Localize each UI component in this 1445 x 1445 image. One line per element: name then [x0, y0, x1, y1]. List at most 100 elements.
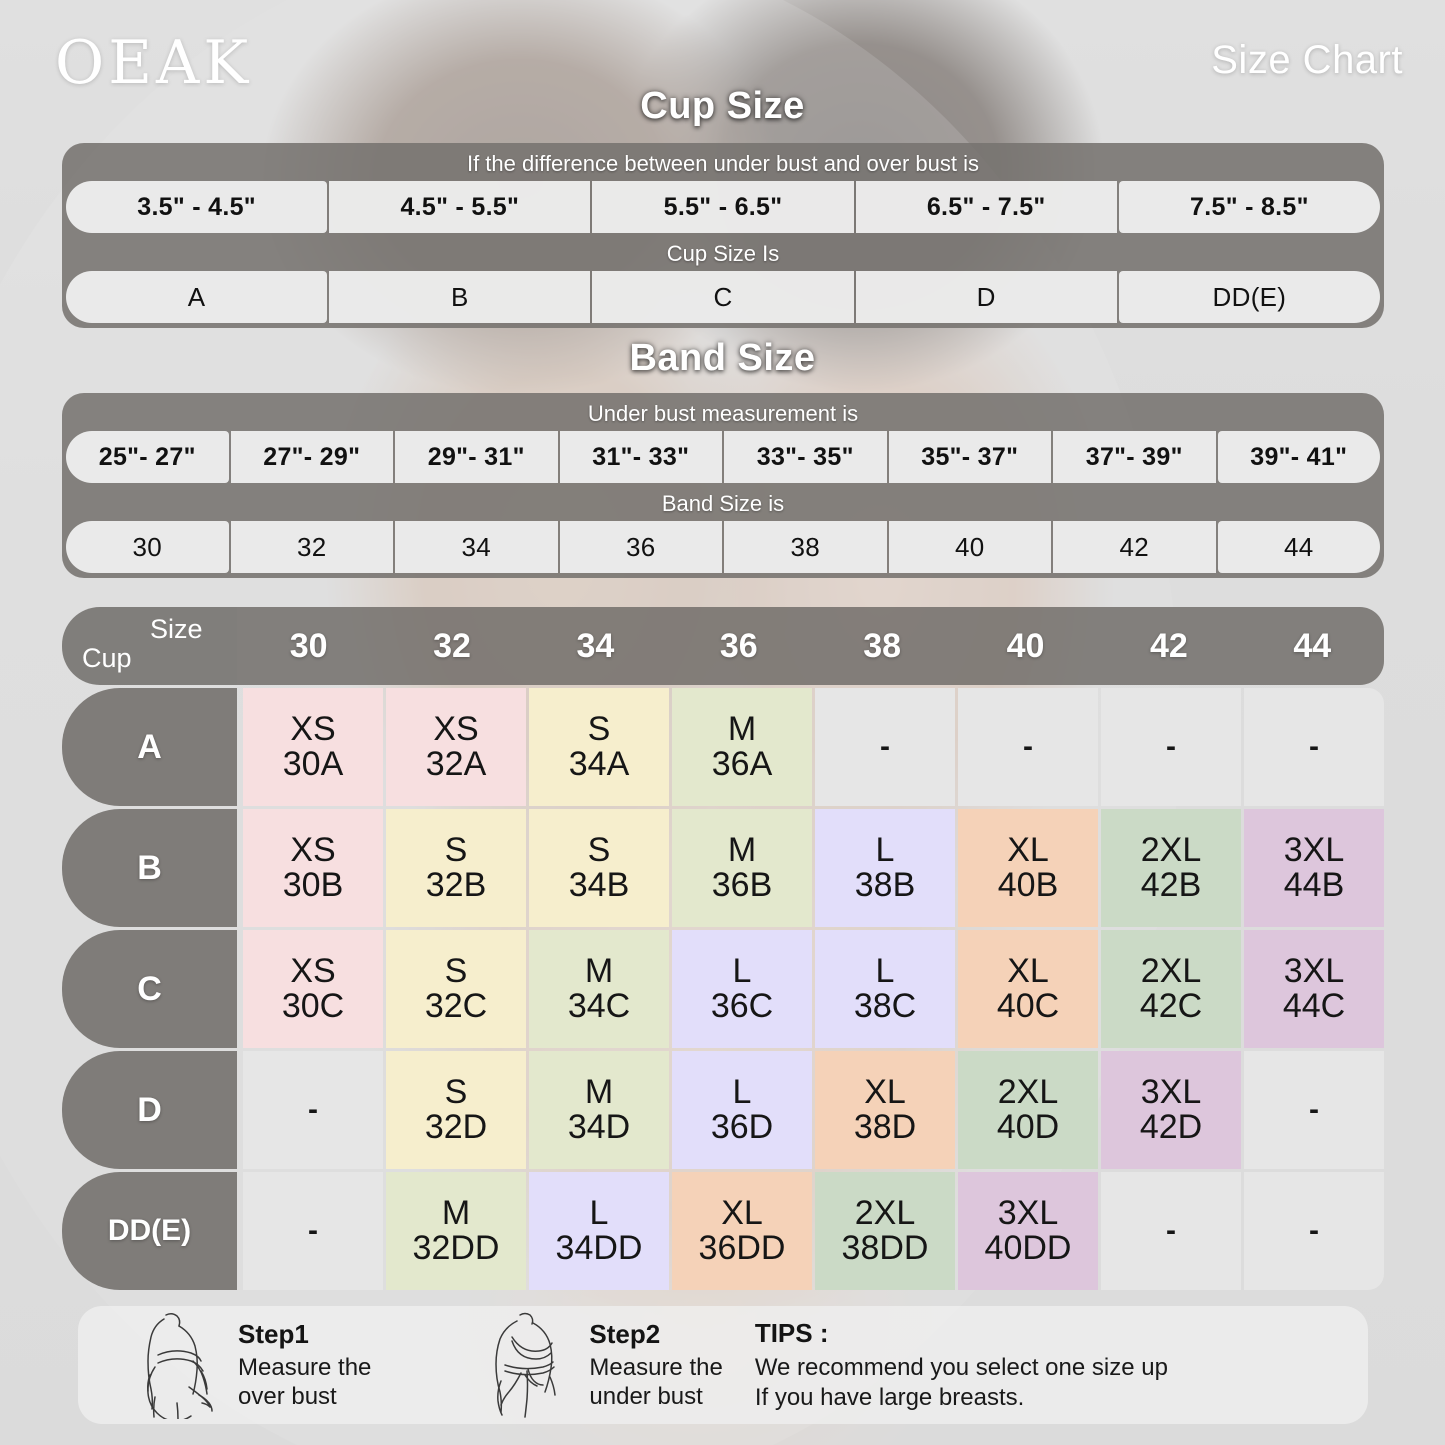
- band-value-cell-4: 38: [724, 521, 887, 573]
- cell-code-label: 38D: [853, 1108, 917, 1146]
- band-range-row: 25"- 27" 27"- 29" 29"- 31" 31"- 33" 33"- 35"…: [62, 431, 1384, 483]
- matrix-cup-header-D: D: [62, 1051, 237, 1169]
- cup-value-cell-2: C: [592, 271, 854, 323]
- cell-empty-label: -: [1309, 729, 1319, 763]
- band-range-cell-4: 33"- 35": [724, 431, 887, 483]
- cup-range-cell-3: 6.5" - 7.5": [855, 181, 1117, 233]
- cell-empty-label: -: [1309, 1092, 1319, 1126]
- matrix-cell-D-32: S 32D: [386, 1051, 526, 1169]
- cell-code-label: 36B: [711, 866, 773, 904]
- cell-size-label: XS: [290, 830, 336, 869]
- band-value-cell-7: 44: [1217, 521, 1380, 573]
- cell-size-label: 2XL: [854, 1193, 916, 1232]
- cell-code-label: 32C: [424, 987, 488, 1025]
- matrix-row-DD(E): DD(E) - M 32DD L 34DD XL 36DD 2XL 38DD 3XL 40DD - -: [62, 1172, 1384, 1290]
- cell-code-label: 32DD: [412, 1229, 500, 1267]
- matrix-cup-header-DD(E): DD(E): [62, 1172, 237, 1290]
- band-size-panel: Under bust measurement is 25"- 27" 27"- 2…: [62, 393, 1384, 578]
- cell-code-label: 40D: [996, 1108, 1060, 1146]
- matrix-row-B: B XS 30B S 32B S 34B M 36B L 38B XL 40B 2XL 42B 3XL 44B: [62, 809, 1384, 927]
- step2-text: Step2 Measure the under bust: [589, 1319, 722, 1411]
- cell-code-label: 36DD: [698, 1229, 786, 1267]
- step2-block: Step2 Measure the under bust: [465, 1306, 723, 1424]
- cell-size-label: 2XL: [997, 1072, 1059, 1111]
- cell-code-label: 44C: [1282, 987, 1346, 1025]
- matrix-cell-DD(E)-32: M 32DD: [386, 1172, 526, 1290]
- cell-code-label: 34DD: [555, 1229, 643, 1267]
- cell-code-label: 42D: [1139, 1108, 1203, 1146]
- cell-size-label: M: [584, 1072, 614, 1111]
- cell-code-label: 40DD: [984, 1229, 1072, 1267]
- cell-code-label: 32A: [425, 745, 487, 783]
- step2-title: Step2: [589, 1319, 661, 1350]
- band-size-caption-top: Under bust measurement is: [587, 401, 859, 426]
- band-value-cell-1: 32: [230, 521, 393, 573]
- matrix-cell-D-42: 3XL 42D: [1101, 1051, 1241, 1169]
- cell-size-label: L: [732, 951, 752, 990]
- cup-size-caption-top: If the difference between under bust and…: [466, 151, 980, 176]
- cell-size-label: M: [441, 1193, 471, 1232]
- matrix-cup-header-A: A: [62, 688, 237, 806]
- cell-size-label: 3XL: [1283, 951, 1345, 990]
- under-bust-measure-icon: [495, 1312, 557, 1418]
- matrix-cell-DD(E)-44: -: [1244, 1172, 1384, 1290]
- matrix-cell-A-34: S 34A: [529, 688, 669, 806]
- matrix-cell-DD(E)-36: XL 36DD: [672, 1172, 812, 1290]
- matrix-cell-B-34: S 34B: [529, 809, 669, 927]
- cup-value-cell-0: A: [66, 271, 328, 323]
- band-value-row: 30 32 34 36 38 40 42 44: [62, 521, 1384, 573]
- cell-code-label: 42C: [1139, 987, 1203, 1025]
- cell-code-label: 34A: [568, 745, 630, 783]
- size-matrix: Size Cup 30 32 34 36 38 40 42 44 A XS 30A XS 32A S 34…: [62, 607, 1384, 1290]
- matrix-row-cells: XS 30B S 32B S 34B M 36B L 38B XL 40B 2XL 42B 3XL 44B: [243, 809, 1384, 927]
- matrix-cell-C-40: XL 40C: [958, 930, 1098, 1048]
- cell-code-label: 32D: [424, 1108, 488, 1146]
- cell-empty-label: -: [308, 1213, 318, 1247]
- matrix-band-header-32: 32: [433, 626, 471, 665]
- matrix-cup-header-B: B: [62, 809, 237, 927]
- cell-size-label: 3XL: [997, 1193, 1059, 1232]
- matrix-band-header-38: 38: [863, 626, 902, 665]
- cell-code-label: 42B: [1140, 866, 1202, 904]
- band-size-heading: Band Size: [629, 337, 816, 379]
- matrix-cell-D-34: M 34D: [529, 1051, 669, 1169]
- cell-size-label: L: [732, 1072, 752, 1111]
- matrix-row-A: A XS 30A XS 32A S 34A M 36A - - - -: [62, 688, 1384, 806]
- cup-range-cell-4: 7.5" - 8.5": [1118, 181, 1381, 233]
- tips-line2: If you have large breasts.: [754, 1383, 1025, 1411]
- step1-text: Step1 Measure the over bust: [238, 1319, 371, 1411]
- cell-code-label: 34C: [567, 987, 631, 1025]
- cell-size-label: XS: [433, 709, 479, 748]
- matrix-row-D: D - S 32D M 34D L 36D XL 38D 2XL 40D 3XL 42D -: [62, 1051, 1384, 1169]
- step1-desc-line1: Measure the: [238, 1354, 372, 1382]
- cup-range-row: 3.5" - 4.5" 4.5" - 5.5" 5.5" - 6.5" 6.5" - …: [62, 181, 1384, 233]
- cell-empty-label: -: [308, 1092, 318, 1126]
- cell-size-label: L: [875, 951, 895, 990]
- over-bust-measure-icon: [147, 1312, 213, 1419]
- matrix-band-header-36: 36: [719, 626, 758, 665]
- cell-code-label: 38DD: [841, 1229, 929, 1267]
- matrix-cell-A-40: -: [958, 688, 1098, 806]
- matrix-cell-A-42: -: [1101, 688, 1241, 806]
- matrix-cell-DD(E)-34: L 34DD: [529, 1172, 669, 1290]
- matrix-cell-C-44: 3XL 44C: [1244, 930, 1384, 1048]
- band-range-cell-3: 31"- 33": [559, 431, 722, 483]
- matrix-row-cells: XS 30A XS 32A S 34A M 36A - - - -: [243, 688, 1384, 806]
- matrix-corner-size-label: Size: [150, 614, 203, 644]
- matrix-band-header-34: 34: [576, 626, 615, 665]
- cell-size-label: S: [587, 830, 611, 869]
- cup-size-caption-mid: Cup Size Is: [666, 241, 780, 266]
- matrix-cell-D-38: XL 38D: [815, 1051, 955, 1169]
- cell-size-label: S: [444, 830, 468, 869]
- tips-line1: We recommend you select one size up: [754, 1354, 1168, 1382]
- matrix-cell-C-42: 2XL 42C: [1101, 930, 1241, 1048]
- cell-size-label: M: [727, 709, 757, 748]
- cell-size-label: XL: [864, 1072, 906, 1111]
- cell-empty-label: -: [1023, 729, 1033, 763]
- cell-empty-label: -: [1166, 1213, 1176, 1247]
- matrix-cell-B-36: M 36B: [672, 809, 812, 927]
- matrix-band-header-40: 40: [1006, 626, 1045, 665]
- cell-code-label: 36C: [710, 987, 774, 1025]
- band-range-cell-7: 39"- 41": [1217, 431, 1380, 483]
